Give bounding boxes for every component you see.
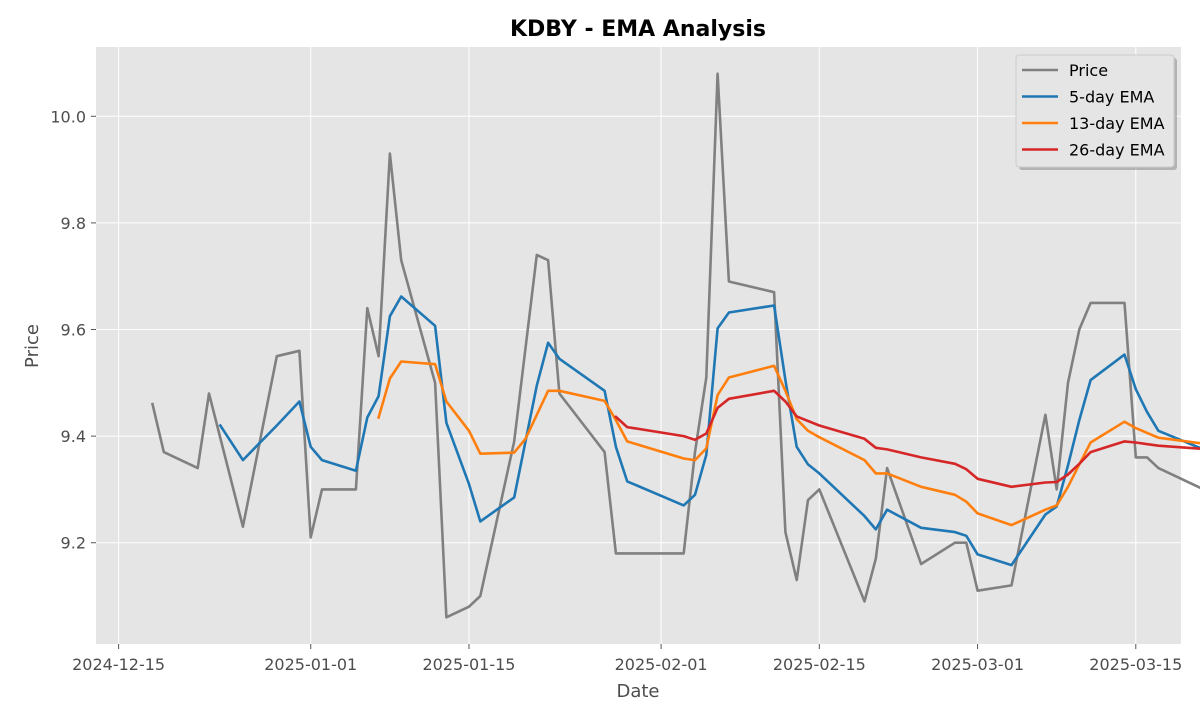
grid-lines xyxy=(96,47,1181,644)
legend-label-5-day-ema: 5-day EMA xyxy=(1069,88,1154,107)
y-tick-label: 9.6 xyxy=(61,321,86,340)
chart-title: KDBY - EMA Analysis xyxy=(510,17,766,42)
x-axis-label: Date xyxy=(616,681,659,702)
x-tick-label: 2025-02-01 xyxy=(615,655,708,674)
y-tick-label: 9.4 xyxy=(61,427,86,446)
legend: Price 5-day EMA 13-day EMA 26-day EMA xyxy=(1015,54,1177,170)
axis-ticks: 2024-12-15 2025-01-01 2025-01-15 2025-02-01… xyxy=(50,107,1182,674)
y-tick-label: 9.8 xyxy=(61,214,86,233)
x-tick-label: 2025-03-15 xyxy=(1089,655,1182,674)
legend-label-26-day-ema: 26-day EMA xyxy=(1069,141,1165,160)
series-line-13-day-ema xyxy=(376,360,1200,527)
series-lines xyxy=(150,72,1200,619)
y-tick-label: 10.0 xyxy=(50,107,86,126)
x-tick-label: 2025-01-15 xyxy=(422,655,515,674)
series-line-5-day-ema xyxy=(218,295,1200,567)
x-tick-label: 2025-01-01 xyxy=(264,655,357,674)
legend-box xyxy=(1015,54,1175,168)
y-axis-label: Price xyxy=(22,324,43,368)
x-tick-label: 2025-02-15 xyxy=(773,655,866,674)
plot-area xyxy=(96,47,1181,644)
legend-label-price: Price xyxy=(1069,61,1108,80)
series-line-26-day-ema xyxy=(614,389,1200,489)
y-tick-label: 9.2 xyxy=(61,534,86,553)
x-tick-label: 2025-03-01 xyxy=(931,655,1024,674)
x-tick-label: 2024-12-15 xyxy=(72,655,165,674)
legend-label-13-day-ema: 13-day EMA xyxy=(1069,114,1165,133)
series-line-price xyxy=(150,72,1200,619)
